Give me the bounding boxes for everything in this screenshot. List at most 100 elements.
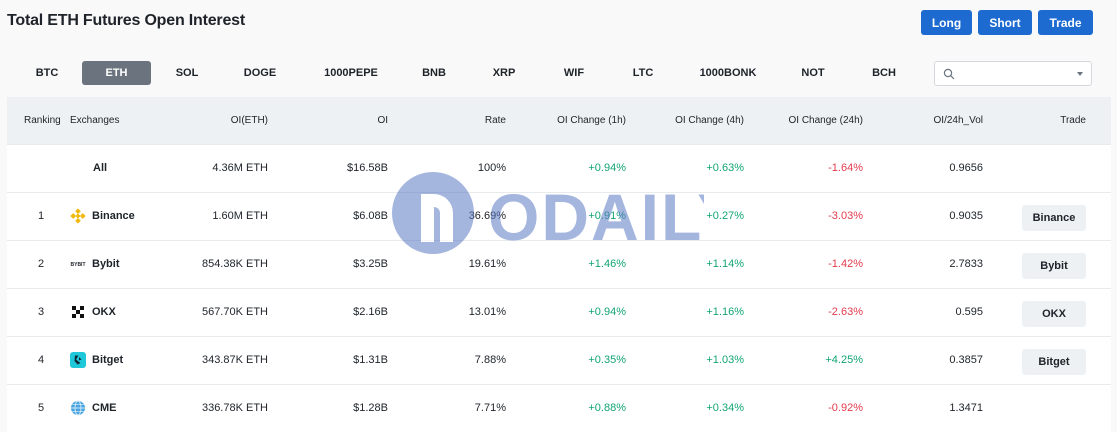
rate-value: 7.71% <box>474 402 506 414</box>
oi-change-4h: +0.34% <box>706 402 744 414</box>
tab-wif[interactable]: WIF <box>563 67 585 79</box>
oi-change-24h: -3.03% <box>828 210 863 222</box>
oi-vol-ratio: 0.9656 <box>949 162 983 174</box>
oi-value: $1.28B <box>353 402 388 414</box>
table-row: 1 Binance 1.60M ETH $6.08B 36.69% +0.91%… <box>7 192 1111 240</box>
oi-change-24h: -0.92% <box>828 402 863 414</box>
tab-eth[interactable]: ETH <box>82 61 151 85</box>
oi-change-1h: +0.94% <box>588 306 626 318</box>
cme-icon <box>71 400 85 416</box>
coin-search-select[interactable] <box>934 61 1092 86</box>
oi-eth-value: 343.87K ETH <box>201 354 268 366</box>
exchange-name: Bybit <box>92 258 120 270</box>
oi-vol-ratio: 1.3471 <box>949 402 983 414</box>
oi-vol-ratio: 0.595 <box>955 306 983 318</box>
oi-value: $2.16B <box>353 306 388 318</box>
exchange-name: Bitget <box>92 354 124 366</box>
tab-btc[interactable]: BTC <box>35 67 59 79</box>
chevron-down-icon[interactable] <box>1077 72 1083 76</box>
oi-change-4h: +0.63% <box>706 162 744 174</box>
oi-value: $6.08B <box>353 210 388 222</box>
col-oi: OI <box>377 115 388 126</box>
oi-value: $16.58B <box>347 162 388 174</box>
col-ranking: Ranking <box>24 115 61 126</box>
exchange-name: Binance <box>92 210 135 222</box>
col-oi-change-24h: OI Change (24h) <box>788 115 864 126</box>
tab-sol[interactable]: SOL <box>175 67 199 79</box>
oi-change-1h: +0.88% <box>588 402 626 414</box>
rank: 4 <box>38 354 45 366</box>
oi-value: $1.31B <box>353 354 388 366</box>
rank: 2 <box>38 258 45 270</box>
tab-bnb[interactable]: BNB <box>422 67 446 79</box>
oi-change-1h: +0.35% <box>588 354 626 366</box>
header: Total ETH Futures Open Interest Long Sho… <box>0 0 1117 44</box>
table-row: 5 CME 336.78K ETH $1.28B 7.71% +0.88% +0… <box>7 384 1111 432</box>
rate-value: 100% <box>477 162 506 174</box>
tab-not[interactable]: NOT <box>801 67 825 79</box>
rate-value: 19.61% <box>468 258 506 270</box>
trade-binance-button[interactable]: Binance <box>1022 205 1086 231</box>
exchange-name: CME <box>92 402 117 414</box>
oi-value: $3.25B <box>353 258 388 270</box>
oi-vol-ratio: 0.9035 <box>949 210 983 222</box>
oi-eth-value: 567.70K ETH <box>201 306 268 318</box>
rank: 3 <box>38 306 45 318</box>
oi-eth-value: 1.60M ETH <box>212 210 268 222</box>
oi-vol-ratio: 2.7833 <box>949 258 983 270</box>
table-row: 4 Bitget 343.87K ETH $1.31B 7.88% +0.35%… <box>7 336 1111 384</box>
table-row: All 4.36M ETH $16.58B 100% +0.94% +0.63%… <box>7 144 1111 192</box>
coin-tabs: BTC ETH SOL DOGE 1000PEPE BNB XRP WIF LT… <box>0 58 1117 88</box>
search-icon <box>943 68 955 80</box>
search-input[interactable] <box>959 65 1067 82</box>
oi-change-4h: +1.03% <box>706 354 744 366</box>
tab-doge[interactable]: DOGE <box>243 67 277 79</box>
table-row: 2 BYBIT Bybit 854.38K ETH $3.25B 19.61% … <box>7 240 1111 288</box>
oi-change-1h: +1.46% <box>588 258 626 270</box>
oi-change-24h: -1.42% <box>828 258 863 270</box>
table-row: 3 OKX 567.70K ETH $2.16B 13.01% +0.94% +… <box>7 288 1111 336</box>
oi-change-24h: -1.64% <box>828 162 863 174</box>
oi-vol-ratio: 0.3857 <box>949 354 983 366</box>
oi-change-4h: +0.27% <box>706 210 744 222</box>
col-oi-24h-vol: OI/24h_Vol <box>933 115 983 126</box>
tab-1000bonk[interactable]: 1000BONK <box>699 67 757 79</box>
oi-change-1h: +0.94% <box>588 162 626 174</box>
table-header: Ranking Exchanges OI(ETH) OI Rate OI Cha… <box>7 97 1111 144</box>
oi-change-4h: +1.16% <box>706 306 744 318</box>
short-button[interactable]: Short <box>978 10 1032 35</box>
col-exchanges: Exchanges <box>70 115 120 126</box>
col-oi-change-4h: OI Change (4h) <box>675 115 744 126</box>
tab-xrp[interactable]: XRP <box>492 67 516 79</box>
rate-value: 13.01% <box>468 306 506 318</box>
oi-change-24h: +4.25% <box>825 354 863 366</box>
oi-eth-value: 4.36M ETH <box>212 162 268 174</box>
trade-okx-button[interactable]: OKX <box>1022 301 1086 327</box>
rate-value: 36.69% <box>468 210 506 222</box>
long-button[interactable]: Long <box>921 10 972 35</box>
trade-bitget-button[interactable]: Bitget <box>1022 349 1086 375</box>
exchange-name: All <box>93 162 108 174</box>
tab-bch[interactable]: BCH <box>872 67 896 79</box>
rate-value: 7.88% <box>474 354 506 366</box>
col-rate: Rate <box>484 115 506 126</box>
oi-eth-value: 336.78K ETH <box>201 402 268 414</box>
rank: 1 <box>38 210 45 222</box>
trade-button[interactable]: Trade <box>1038 10 1093 35</box>
tab-ltc[interactable]: LTC <box>632 67 654 79</box>
open-interest-table: Ranking Exchanges OI(ETH) OI Rate OI Cha… <box>7 97 1111 432</box>
col-oi-eth: OI(ETH) <box>230 115 268 126</box>
rank: 5 <box>38 402 45 414</box>
oi-eth-value: 854.38K ETH <box>201 258 268 270</box>
svg-text:BYBIT: BYBIT <box>71 262 86 268</box>
binance-icon <box>70 208 86 224</box>
col-oi-change-1h: OI Change (1h) <box>557 115 626 126</box>
tab-1000pepe[interactable]: 1000PEPE <box>324 67 378 79</box>
trade-bybit-button[interactable]: Bybit <box>1022 253 1086 279</box>
bitget-icon <box>70 352 86 368</box>
okx-icon <box>72 306 84 318</box>
exchange-name: OKX <box>92 306 116 318</box>
bybit-icon: BYBIT <box>71 262 86 268</box>
col-trade: Trade <box>1060 115 1086 126</box>
